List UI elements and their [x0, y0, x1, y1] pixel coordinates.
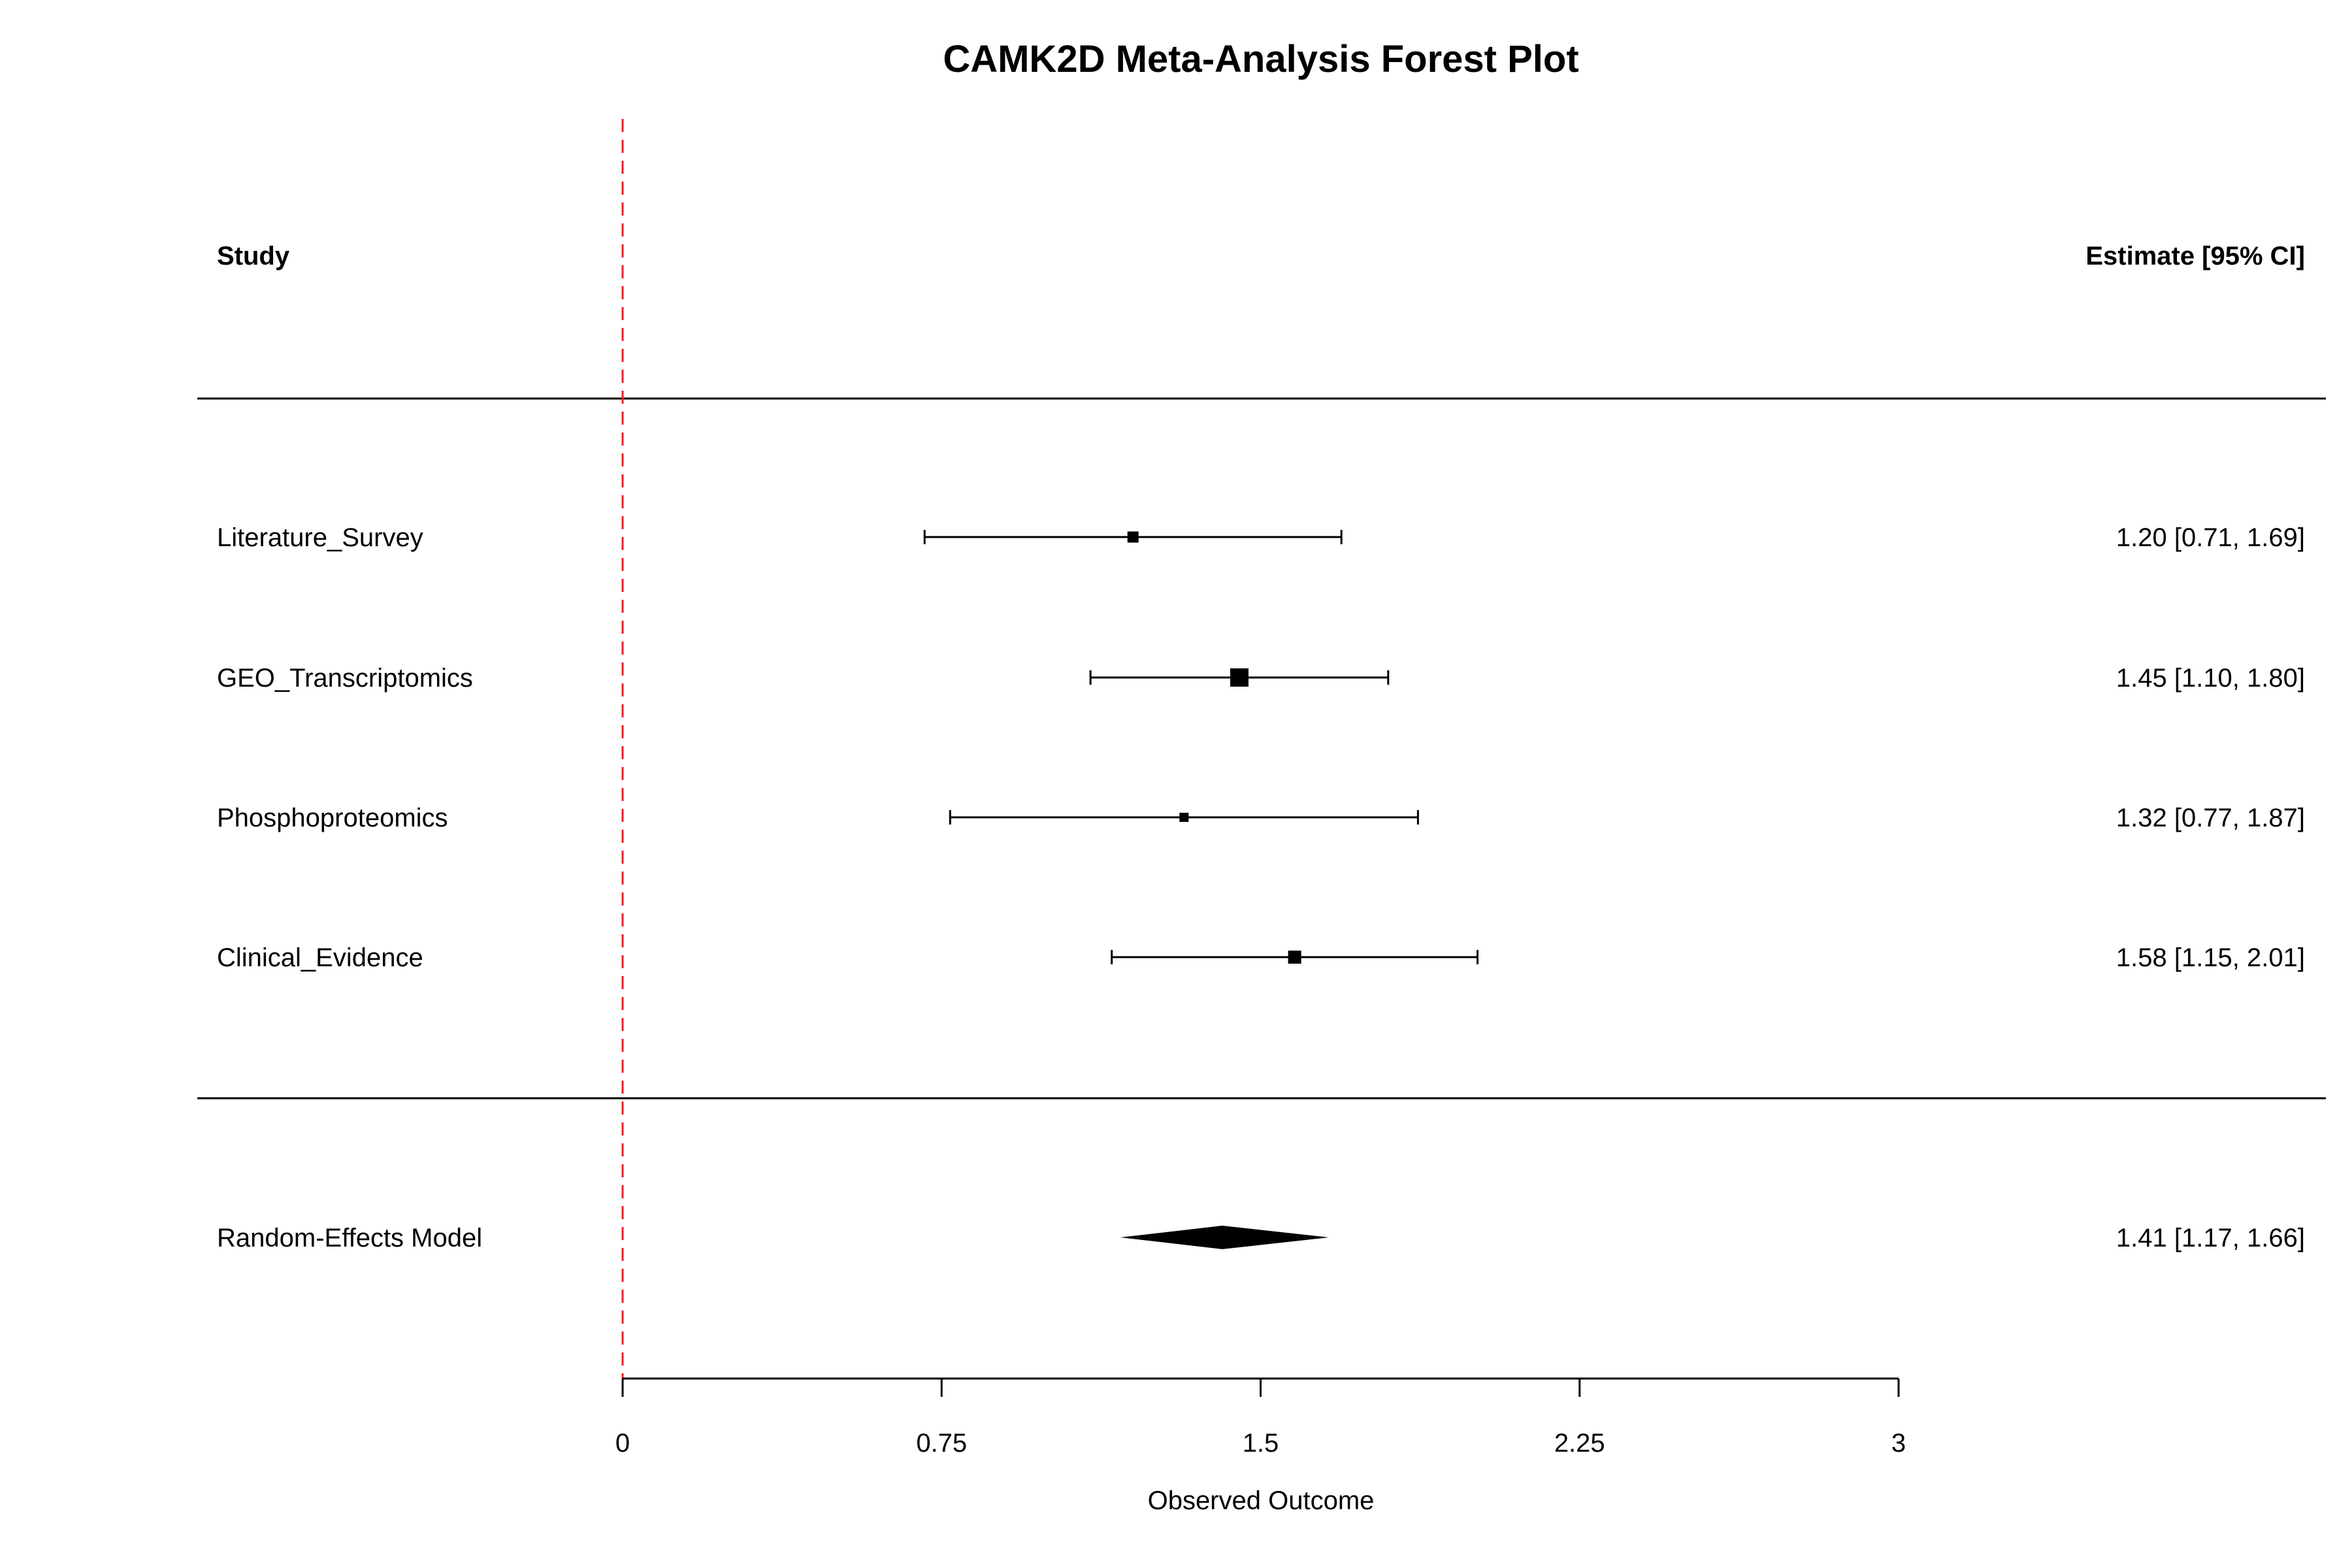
point-estimate [1127, 531, 1139, 543]
estimate-label: 1.45 [1.10, 1.80] [2116, 664, 2305, 693]
chart-title: CAMK2D Meta-Analysis Forest Plot [943, 38, 1578, 80]
header-study: Study [217, 242, 290, 270]
point-estimate [1230, 668, 1249, 687]
study-label: GEO_Transcriptomics [217, 664, 473, 693]
x-tick-label: 2.25 [1554, 1429, 1605, 1458]
header-estimate: Estimate [95% CI] [2085, 242, 2305, 270]
study-row: Clinical_Evidence 1.58 [1.15, 2.01] [217, 943, 2305, 972]
x-axis: 0 0.75 1.5 2.25 3 [615, 1377, 1906, 1458]
study-row: GEO_Transcriptomics 1.45 [1.10, 1.80] [217, 664, 2305, 693]
study-label: Literature_Survey [217, 523, 423, 552]
x-tick-label: 0 [615, 1429, 630, 1458]
summary-diamond [1120, 1226, 1329, 1249]
study-row: Literature_Survey 1.20 [0.71, 1.69] [217, 523, 2305, 552]
point-estimate [1288, 951, 1301, 964]
study-label: Clinical_Evidence [217, 943, 423, 972]
study-label: Phosphoproteomics [217, 804, 448, 832]
summary-label: Random-Effects Model [217, 1224, 482, 1252]
estimate-label: 1.58 [1.15, 2.01] [2116, 943, 2305, 972]
estimate-label: 1.20 [0.71, 1.69] [2116, 523, 2305, 552]
x-tick-label: 1.5 [1243, 1429, 1279, 1458]
x-axis-label: Observed Outcome [1148, 1486, 1375, 1515]
x-tick-label: 0.75 [916, 1429, 967, 1458]
estimate-label: 1.32 [0.77, 1.87] [2116, 804, 2305, 832]
study-row: Phosphoproteomics 1.32 [0.77, 1.87] [217, 804, 2305, 832]
summary-estimate-label: 1.41 [1.17, 1.66] [2116, 1224, 2305, 1252]
summary-row: Random-Effects Model 1.41 [1.17, 1.66] [217, 1224, 2305, 1252]
x-tick-label: 3 [1891, 1429, 1906, 1458]
study-rows: Literature_Survey 1.20 [0.71, 1.69] GEO_Tr… [217, 523, 2305, 972]
point-estimate [1179, 813, 1189, 822]
